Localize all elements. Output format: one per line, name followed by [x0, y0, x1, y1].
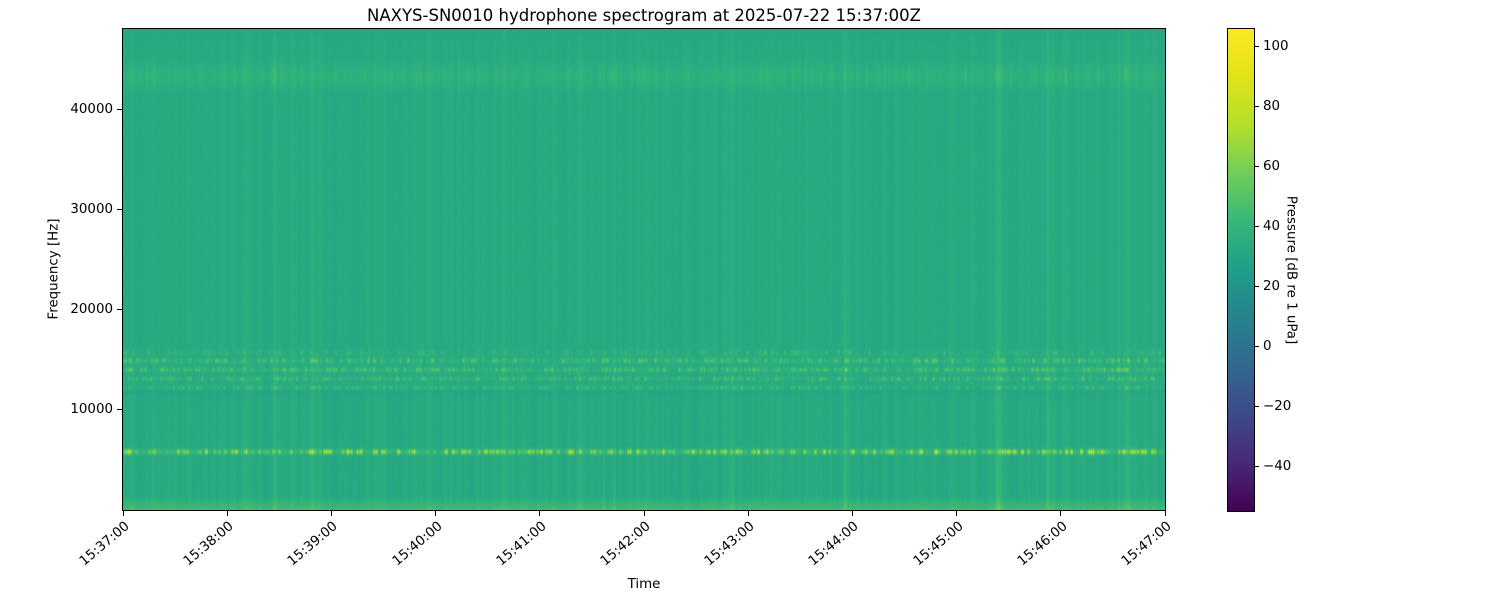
colorbar-tick-mark [1255, 226, 1259, 228]
colorbar-tick-mark [1255, 465, 1259, 467]
colorbar-tick-mark [1255, 166, 1259, 168]
y-tick-label: 30000 [70, 201, 113, 217]
x-tick-mark [539, 511, 541, 516]
colorbar [1227, 28, 1255, 512]
spectrogram-heatmap [123, 29, 1165, 510]
x-tick-mark [122, 511, 124, 516]
x-tick-mark [643, 511, 645, 516]
colorbar-tick-label: 40 [1263, 219, 1281, 235]
x-tick-mark [1164, 511, 1166, 516]
x-tick-mark [1060, 511, 1062, 516]
colorbar-tick-mark [1255, 106, 1259, 108]
x-tick-mark [747, 511, 749, 516]
y-tick-mark [117, 208, 122, 210]
chart-title: NAXYS-SN0010 hydrophone spectrogram at 2… [367, 6, 921, 25]
x-tick-mark [956, 511, 958, 516]
plot-area [122, 28, 1166, 511]
colorbar-tick-label: 80 [1263, 99, 1281, 115]
colorbar-gradient [1228, 29, 1254, 511]
x-axis-label: Time [627, 577, 661, 592]
colorbar-label: Pressure [dB re 1 uPa] [1283, 195, 1299, 345]
colorbar-tick-label: 0 [1263, 338, 1272, 354]
colorbar-tick-mark [1255, 46, 1259, 48]
x-tick-mark [226, 511, 228, 516]
colorbar-tick-label: 100 [1263, 39, 1289, 55]
y-tick-mark [117, 409, 122, 411]
y-tick-label: 20000 [70, 302, 113, 318]
colorbar-tick-mark [1255, 285, 1259, 287]
x-tick-label: 15:37:00 [76, 519, 133, 570]
colorbar-tick-mark [1255, 405, 1259, 407]
x-tick-mark [851, 511, 853, 516]
y-tick-label: 10000 [70, 402, 113, 418]
x-tick-mark [435, 511, 437, 516]
colorbar-tick-label: −20 [1263, 398, 1292, 414]
y-tick-mark [117, 309, 122, 311]
colorbar-tick-mark [1255, 345, 1259, 347]
y-tick-mark [117, 108, 122, 110]
y-tick-label: 40000 [70, 101, 113, 117]
x-tick-mark [330, 511, 332, 516]
colorbar-tick-label: −40 [1263, 458, 1292, 474]
colorbar-tick-label: 20 [1263, 278, 1281, 294]
colorbar-tick-label: 60 [1263, 159, 1281, 175]
